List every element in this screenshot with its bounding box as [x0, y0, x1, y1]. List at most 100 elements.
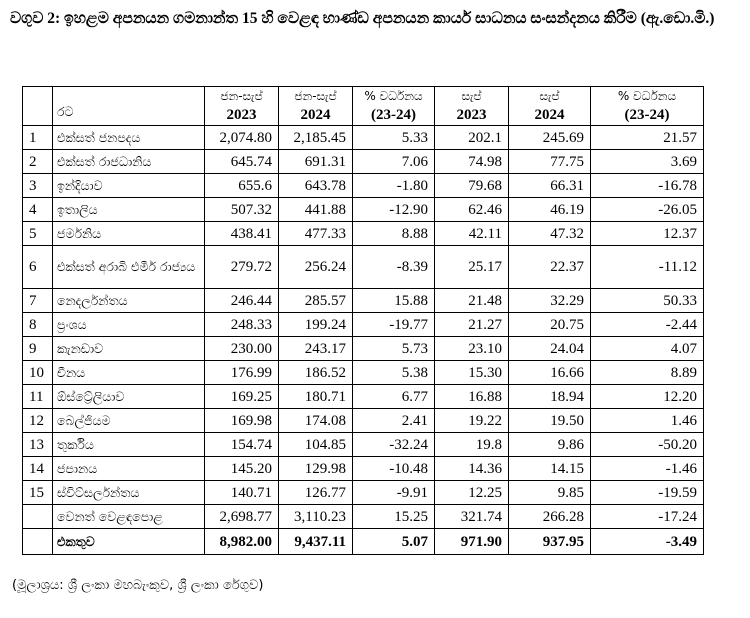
cell-sep-2024: 24.04 — [508, 336, 591, 361]
cell-sep-2024: 16.66 — [508, 360, 591, 385]
cell-sep-2023: 321.74 — [434, 504, 509, 529]
cell-sep-2024: 22.37 — [508, 245, 591, 289]
cell-jan-sep-2024: 2,185.45 — [278, 125, 353, 150]
row-index: 7 — [22, 288, 53, 313]
table-title: වගුව 2: ඉහළම අපනයන ගමනාන්ත 15 හි වෙළඳ භා… — [10, 10, 715, 27]
table-row: 5 ජර්මනිය 438.41 477.33 8.88 42.11 47.32 12.37 — [22, 221, 704, 246]
cell-growth-sep: -17.24 — [590, 504, 704, 529]
cell-jan-sep-2023: 145.20 — [204, 456, 279, 481]
cell-jan-sep-2024: 9,437.11 — [278, 528, 353, 555]
table-row: 14 ජපානය 145.20 129.98 -10.48 14.36 14.15 -1.46 — [22, 456, 704, 481]
country-name: තුර්කිය — [52, 432, 205, 457]
cell-jan-sep-2024: 243.17 — [278, 336, 353, 361]
header-jan-sep-2024: ජන-සැප් 2024 — [278, 86, 353, 126]
cell-growth-jan-sep: 5.73 — [352, 336, 435, 361]
cell-growth-sep: 12.20 — [590, 384, 704, 409]
cell-growth-jan-sep: 2.41 — [352, 408, 435, 433]
cell-sep-2024: 245.69 — [508, 125, 591, 150]
cell-sep-2024: 20.75 — [508, 312, 591, 337]
country-name: ස්විට්සර්ලන්තය — [52, 480, 205, 505]
cell-growth-sep: -11.12 — [590, 245, 704, 289]
row-index: 9 — [22, 336, 53, 361]
cell-jan-sep-2023: 169.98 — [204, 408, 279, 433]
cell-sep-2024: 9.85 — [508, 480, 591, 505]
cell-jan-sep-2023: 2,698.77 — [204, 504, 279, 529]
cell-growth-jan-sep: -19.77 — [352, 312, 435, 337]
cell-sep-2023: 25.17 — [434, 245, 509, 289]
row-index: 6 — [22, 245, 53, 289]
cell-sep-2023: 21.27 — [434, 312, 509, 337]
cell-growth-jan-sep: 15.88 — [352, 288, 435, 313]
cell-sep-2024: 937.95 — [508, 528, 591, 555]
cell-sep-2023: 15.30 — [434, 360, 509, 385]
table-row: 13 තුර්කිය 154.74 104.85 -32.24 19.8 9.86 -50.2… — [22, 432, 704, 457]
cell-growth-jan-sep: -32.24 — [352, 432, 435, 457]
row-index: 2 — [22, 149, 53, 174]
row-index — [22, 504, 53, 529]
cell-sep-2024: 46.19 — [508, 197, 591, 222]
country-name: චීනය — [52, 360, 205, 385]
row-index: 4 — [22, 197, 53, 222]
cell-sep-2023: 202.1 — [434, 125, 509, 150]
cell-sep-2024: 19.50 — [508, 408, 591, 433]
cell-sep-2023: 14.36 — [434, 456, 509, 481]
cell-jan-sep-2024: 199.24 — [278, 312, 353, 337]
cell-growth-jan-sep: 7.06 — [352, 149, 435, 174]
cell-growth-jan-sep: 5.07 — [352, 528, 435, 555]
cell-sep-2023: 16.88 — [434, 384, 509, 409]
cell-growth-sep: 21.57 — [590, 125, 704, 150]
cell-sep-2024: 32.29 — [508, 288, 591, 313]
cell-growth-jan-sep: 15.25 — [352, 504, 435, 529]
cell-jan-sep-2024: 691.31 — [278, 149, 353, 174]
cell-growth-jan-sep: 6.77 — [352, 384, 435, 409]
table-row: 7 නෙදර්ලන්තය 246.44 285.57 15.88 21.48 32.29 50… — [22, 288, 704, 313]
header-sep-2024: සැප් 2024 — [508, 86, 591, 126]
total-row: එකතුව 8,982.00 9,437.11 5.07 971.90 937.95 -3.… — [22, 528, 704, 555]
cell-sep-2023: 971.90 — [434, 528, 509, 555]
row-index — [22, 528, 53, 555]
cell-sep-2024: 9.86 — [508, 432, 591, 457]
cell-growth-sep: 12.37 — [590, 221, 704, 246]
row-index: 11 — [22, 384, 53, 409]
cell-jan-sep-2024: 441.88 — [278, 197, 353, 222]
cell-growth-jan-sep: -1.80 — [352, 173, 435, 198]
cell-growth-jan-sep: 8.88 — [352, 221, 435, 246]
cell-growth-sep: -2.44 — [590, 312, 704, 337]
cell-jan-sep-2023: 2,074.80 — [204, 125, 279, 150]
cell-jan-sep-2024: 129.98 — [278, 456, 353, 481]
row-index: 5 — [22, 221, 53, 246]
cell-jan-sep-2023: 176.99 — [204, 360, 279, 385]
cell-growth-sep: -1.46 — [590, 456, 704, 481]
cell-growth-sep: 4.07 — [590, 336, 704, 361]
cell-growth-sep: 3.69 — [590, 149, 704, 174]
row-index: 1 — [22, 125, 53, 150]
row-index: 10 — [22, 360, 53, 385]
cell-growth-jan-sep: 5.38 — [352, 360, 435, 385]
country-name: ඉන්දියාව — [52, 173, 205, 198]
header-row: රට ජන-සැප් 2023 ජන-සැප් 2024 % වර්ධනය (23-2… — [22, 86, 704, 126]
country-name: එක්සත් රාජධානිය — [52, 149, 205, 174]
row-index: 13 — [22, 432, 53, 457]
cell-jan-sep-2024: 104.85 — [278, 432, 353, 457]
cell-jan-sep-2024: 186.52 — [278, 360, 353, 385]
cell-growth-sep: 50.33 — [590, 288, 704, 313]
cell-sep-2023: 12.25 — [434, 480, 509, 505]
cell-growth-sep: -26.05 — [590, 197, 704, 222]
cell-sep-2023: 74.98 — [434, 149, 509, 174]
cell-jan-sep-2023: 279.72 — [204, 245, 279, 289]
cell-sep-2024: 18.94 — [508, 384, 591, 409]
header-growth-jan-sep: % වර්ධනය (23-24) — [352, 86, 435, 126]
cell-jan-sep-2023: 248.33 — [204, 312, 279, 337]
table-row: 9 කැනඩාව 230.00 243.17 5.73 23.10 24.04 4.07 — [22, 336, 704, 361]
cell-jan-sep-2023: 645.74 — [204, 149, 279, 174]
cell-growth-sep: -16.78 — [590, 173, 704, 198]
table-row: 12 බෙල්ජියම 169.98 174.08 2.41 19.22 19.50 1.46 — [22, 408, 704, 433]
cell-jan-sep-2024: 477.33 — [278, 221, 353, 246]
cell-sep-2023: 62.46 — [434, 197, 509, 222]
table-row: 2 එක්සත් රාජධානිය 645.74 691.31 7.06 74.98 77.… — [22, 149, 704, 174]
cell-growth-sep: -3.49 — [590, 528, 704, 555]
header-country: රට — [52, 86, 205, 126]
cell-growth-sep: -50.20 — [590, 432, 704, 457]
cell-jan-sep-2024: 256.24 — [278, 245, 353, 289]
cell-sep-2024: 66.31 — [508, 173, 591, 198]
